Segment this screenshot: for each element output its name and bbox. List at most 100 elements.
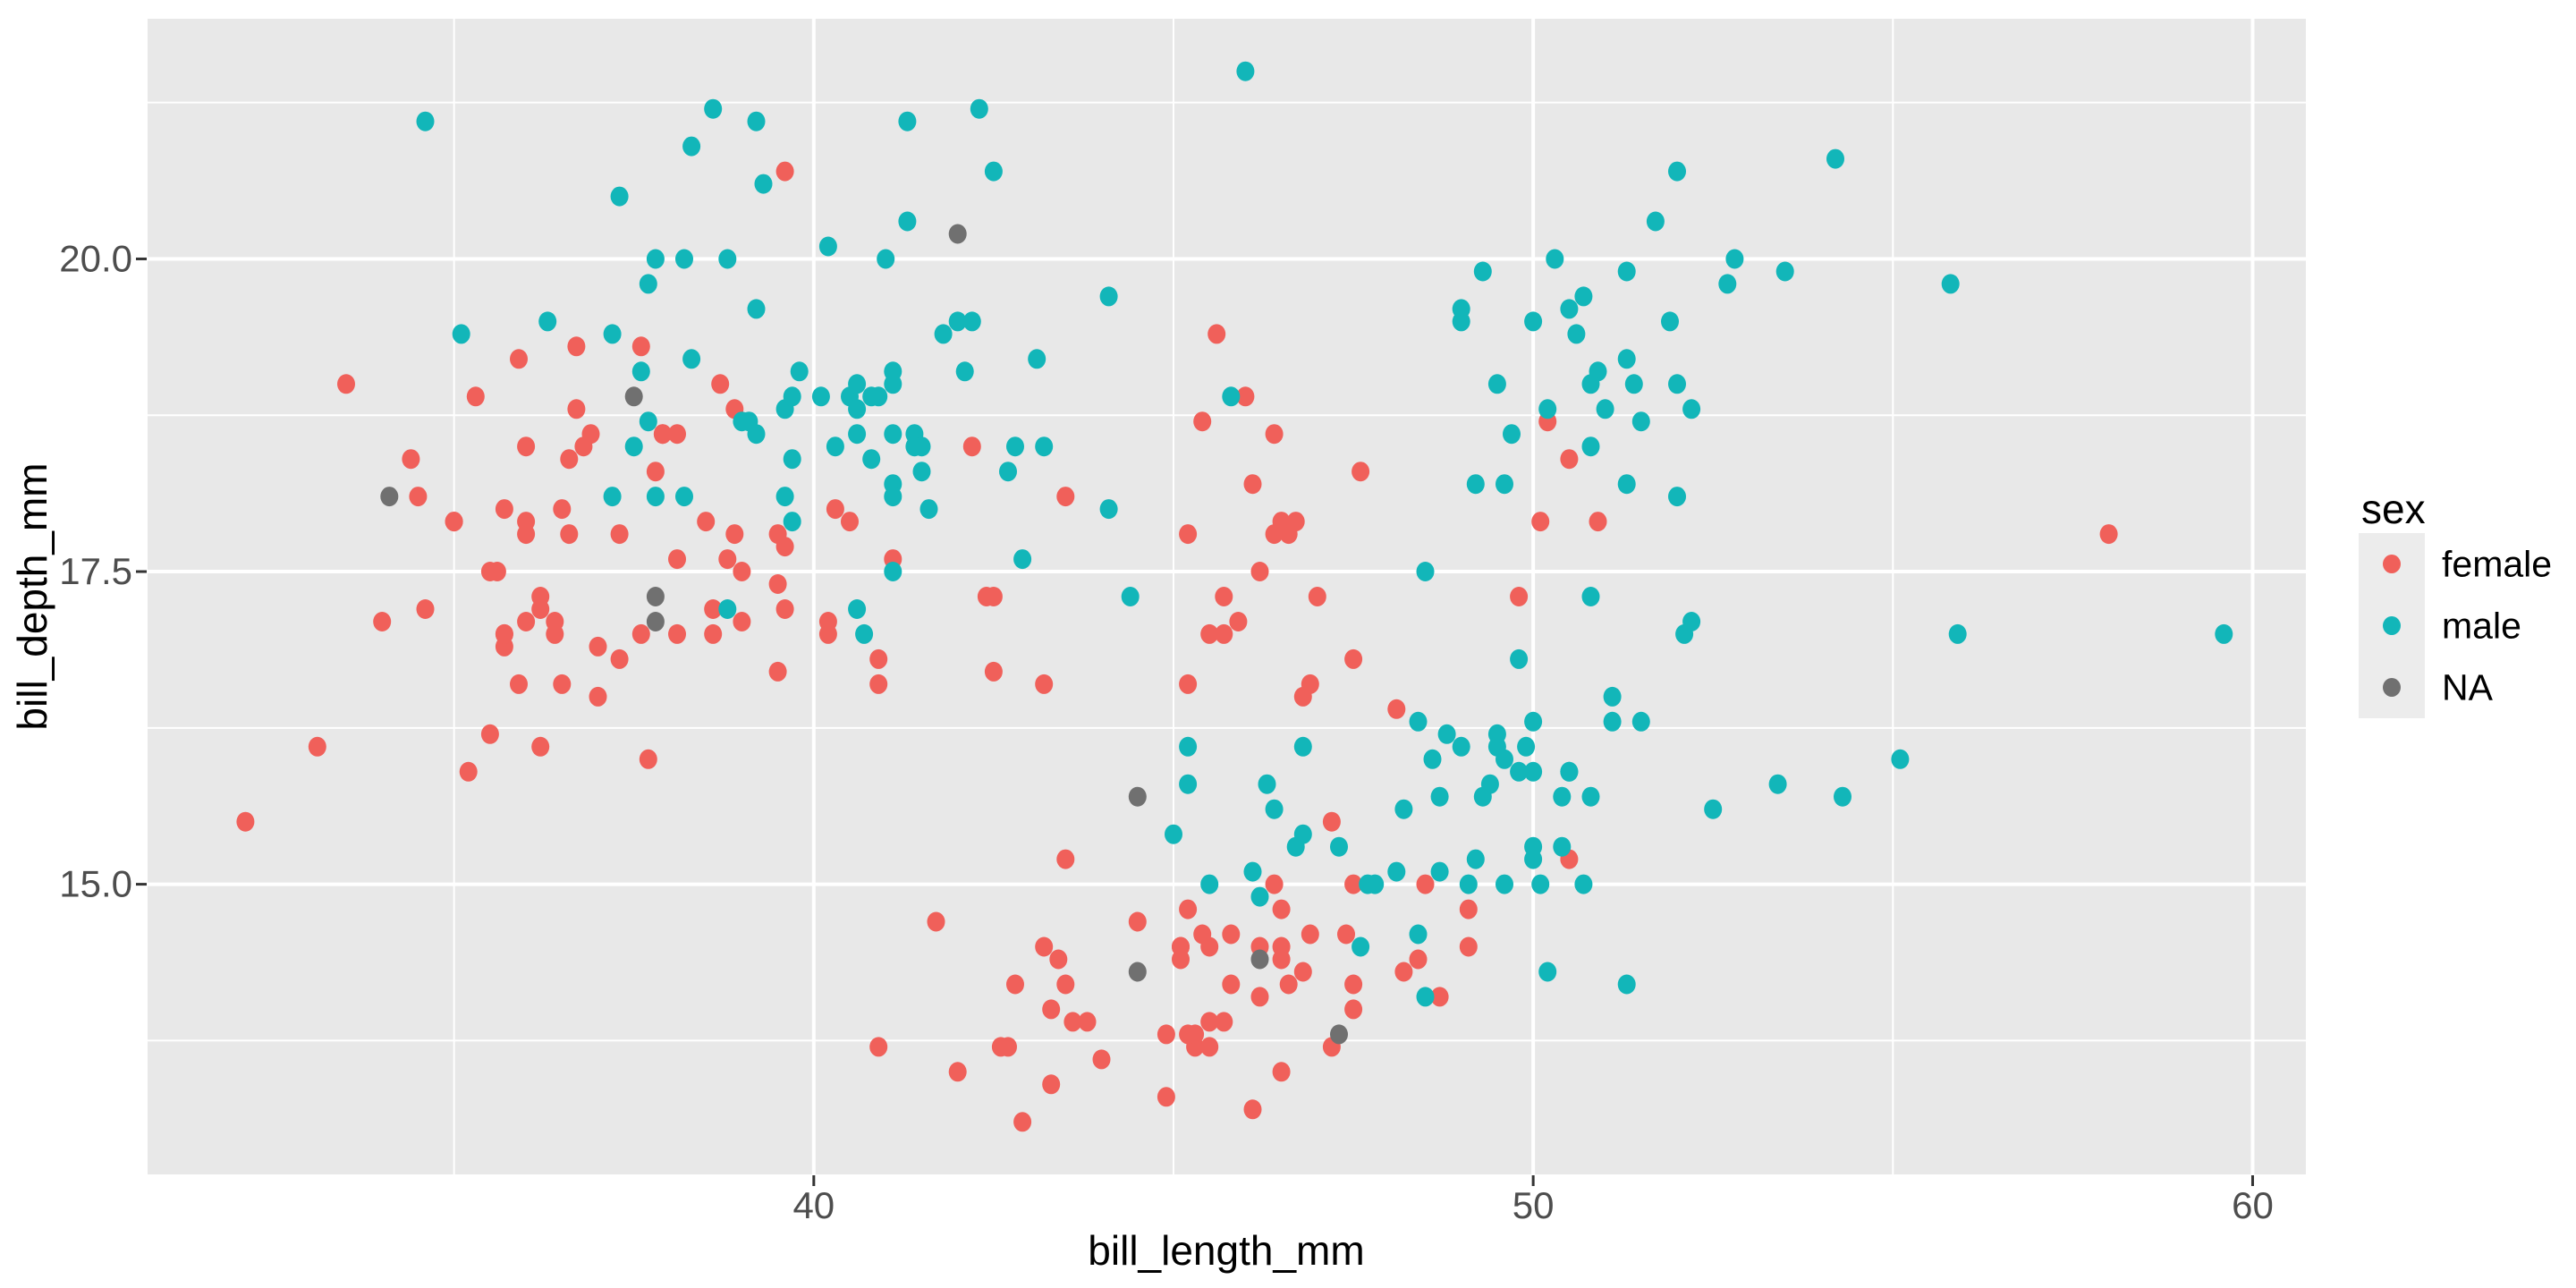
data-point-female bbox=[402, 449, 420, 470]
data-point-male bbox=[704, 98, 723, 119]
data-point-male bbox=[1603, 686, 1622, 707]
x-tick-label: 60 bbox=[2232, 1184, 2274, 1226]
data-point-male bbox=[1603, 711, 1622, 732]
data-point-male bbox=[884, 424, 902, 445]
data-point-male bbox=[1567, 324, 1586, 344]
data-point-male bbox=[1496, 474, 1513, 495]
data-point-female bbox=[639, 749, 657, 769]
data-point-male bbox=[999, 462, 1017, 482]
data-point-male bbox=[1099, 286, 1118, 307]
data-point-male bbox=[877, 249, 895, 269]
y-tick-label: 17.5 bbox=[59, 550, 132, 592]
data-point-female bbox=[984, 587, 1003, 606]
data-point-male bbox=[1165, 824, 1182, 844]
data-point-female bbox=[1265, 874, 1284, 894]
data-point-female bbox=[1344, 874, 1363, 894]
data-point-male bbox=[538, 311, 557, 332]
data-point-male bbox=[1682, 612, 1701, 631]
data-point-male bbox=[1826, 148, 1844, 169]
data-point-female bbox=[927, 911, 945, 932]
data-point-female bbox=[409, 487, 428, 507]
data-point-male bbox=[1359, 874, 1377, 894]
legend-label-na: NA bbox=[2442, 667, 2494, 708]
data-point-male bbox=[1581, 436, 1600, 457]
data-point-male bbox=[1473, 261, 1492, 282]
data-point-male bbox=[1581, 374, 1600, 394]
data-point-female bbox=[631, 336, 650, 357]
data-point-female bbox=[1042, 1074, 1061, 1095]
data-point-female bbox=[1322, 811, 1341, 832]
data-point-male bbox=[1646, 211, 1665, 232]
data-point-female bbox=[2099, 524, 2118, 545]
data-point-male bbox=[775, 487, 794, 507]
data-point-male bbox=[1459, 874, 1478, 894]
data-point-female bbox=[1042, 999, 1061, 1020]
data-point-female bbox=[574, 436, 593, 457]
data-point-male bbox=[646, 249, 665, 269]
data-point-male bbox=[912, 436, 931, 457]
y-axis-title: bill_depth_mm bbox=[9, 462, 55, 730]
data-point-male bbox=[1258, 774, 1276, 794]
data-point-female bbox=[1179, 899, 1198, 919]
data-point-male bbox=[747, 299, 766, 319]
data-point-female bbox=[1459, 899, 1478, 919]
data-point-female bbox=[517, 436, 536, 457]
data-point-male bbox=[1452, 299, 1470, 319]
data-point-female bbox=[775, 537, 794, 557]
data-point-male bbox=[1617, 974, 1636, 995]
data-point-na bbox=[624, 386, 643, 407]
data-point-male bbox=[1553, 786, 1572, 807]
data-point-female bbox=[1200, 623, 1219, 644]
data-point-male bbox=[1250, 886, 1269, 907]
data-point-female bbox=[416, 599, 435, 619]
data-point-female bbox=[1293, 686, 1312, 707]
data-point-male bbox=[898, 111, 917, 131]
data-point-male bbox=[1574, 874, 1593, 894]
data-point-male bbox=[610, 186, 629, 207]
data-point-female bbox=[1078, 1012, 1097, 1032]
data-point-male bbox=[1394, 799, 1413, 819]
data-point-male bbox=[1496, 874, 1513, 894]
data-point-female bbox=[236, 811, 255, 832]
data-point-male bbox=[1668, 161, 1686, 182]
data-point-male bbox=[1524, 311, 1543, 332]
data-point-male bbox=[848, 399, 867, 419]
data-point-male bbox=[1941, 274, 1960, 294]
data-point-female bbox=[1409, 949, 1428, 970]
data-point-male bbox=[1416, 987, 1435, 1007]
data-point-female bbox=[567, 399, 586, 419]
data-point-female bbox=[495, 623, 513, 644]
data-point-female bbox=[1272, 899, 1291, 919]
data-point-female bbox=[704, 623, 723, 644]
data-point-female bbox=[1208, 324, 1226, 344]
data-point-female bbox=[1243, 474, 1262, 495]
data-point-male bbox=[948, 311, 967, 332]
data-point-male bbox=[1581, 587, 1600, 606]
y-tick-label: 20.0 bbox=[59, 237, 132, 279]
data-point-female bbox=[1293, 962, 1312, 982]
data-point-male bbox=[1891, 749, 1910, 769]
data-point-female bbox=[459, 761, 478, 782]
data-point-na bbox=[646, 612, 665, 631]
data-point-female bbox=[337, 374, 355, 394]
data-point-female bbox=[1179, 524, 1198, 545]
data-point-female bbox=[510, 349, 528, 369]
data-point-female bbox=[589, 636, 607, 657]
data-point-male bbox=[1409, 924, 1428, 945]
data-point-male bbox=[1466, 474, 1485, 495]
data-point-male bbox=[675, 249, 693, 269]
data-point-male bbox=[1775, 261, 1794, 282]
data-point-male bbox=[818, 236, 837, 257]
data-point-male bbox=[1517, 736, 1536, 757]
data-point-male bbox=[1704, 799, 1723, 819]
axis-tick-labels-layer: 40 50 60 20.0 17.5 15.0 bbox=[59, 237, 2274, 1226]
data-point-female bbox=[1215, 623, 1233, 644]
data-point-male bbox=[1487, 374, 1506, 394]
data-point-na bbox=[1128, 962, 1147, 982]
data-point-male bbox=[1560, 299, 1579, 319]
data-point-male bbox=[1430, 786, 1449, 807]
data-point-male bbox=[1524, 711, 1543, 732]
data-point-female bbox=[1387, 699, 1406, 719]
data-point-male bbox=[1560, 761, 1579, 782]
